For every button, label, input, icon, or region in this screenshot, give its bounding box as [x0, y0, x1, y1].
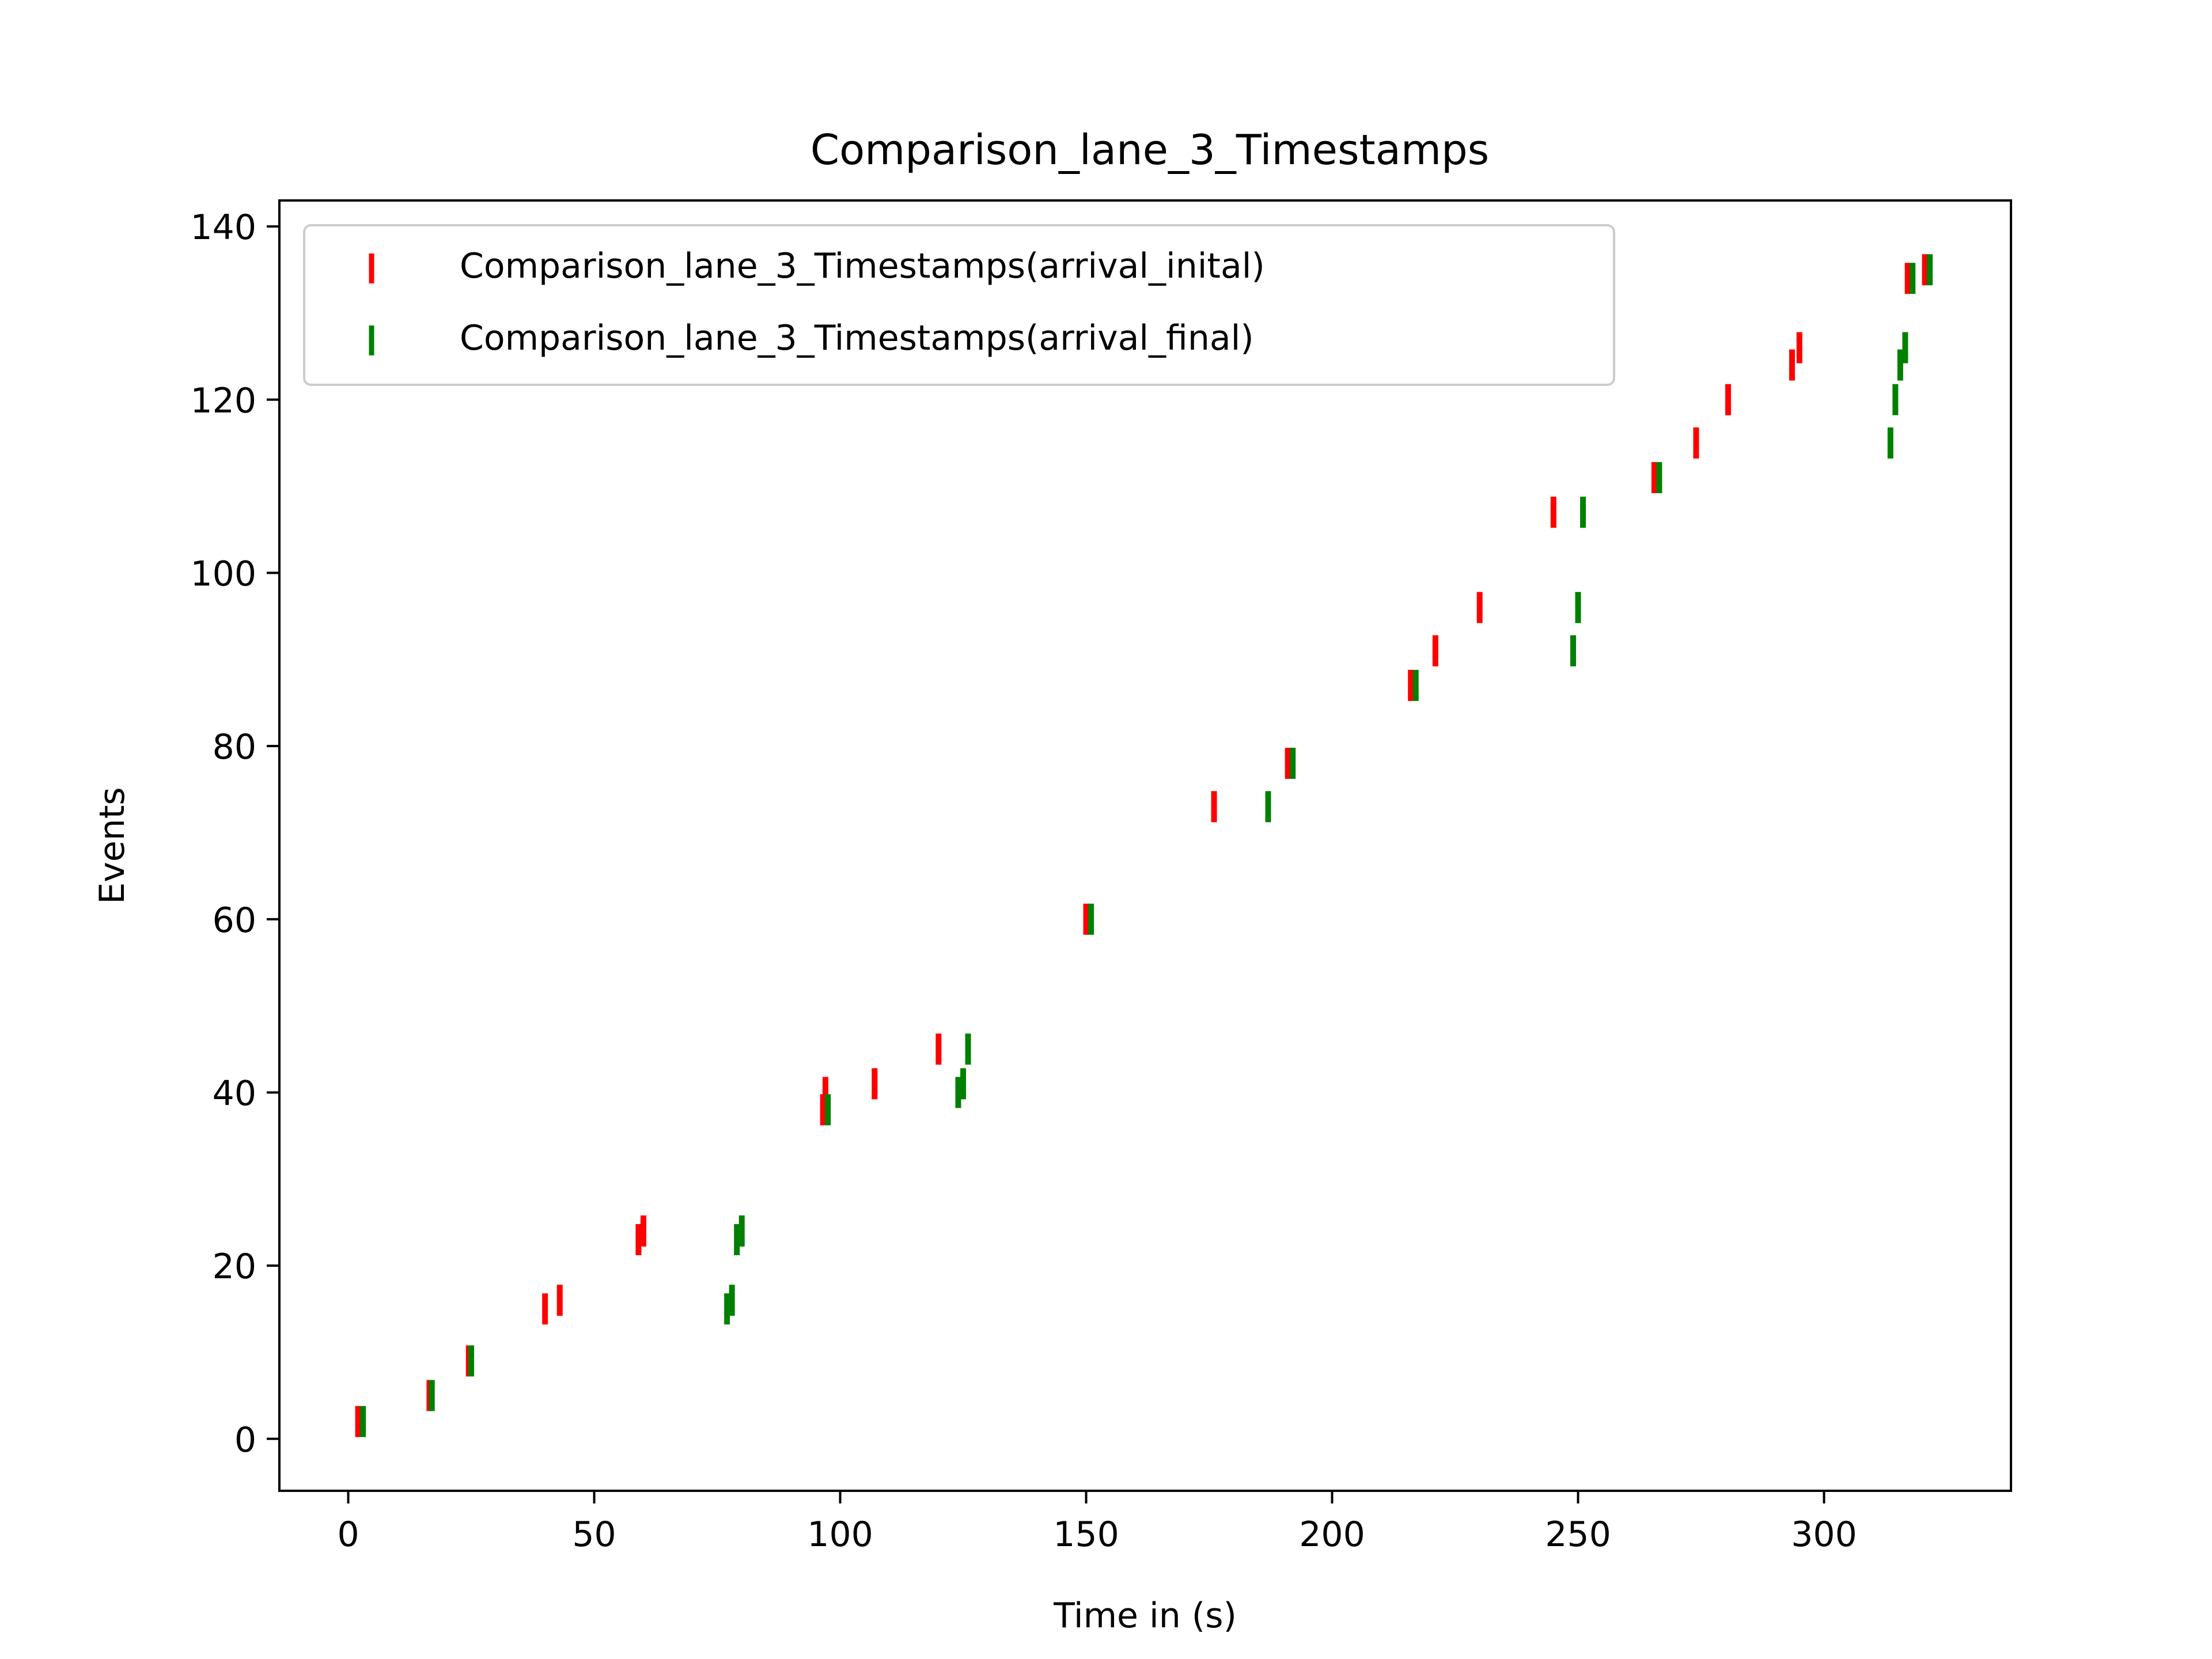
- chart-title: Comparison_lane_3_Timestamps: [810, 126, 1489, 174]
- x-tick-label: 0: [337, 1514, 359, 1555]
- y-tick-label: 100: [190, 554, 256, 594]
- y-tick-label: 60: [213, 900, 256, 941]
- legend: Comparison_lane_3_Timestamps(arrival_ini…: [303, 224, 1615, 386]
- x-axis-label: Time in (s): [1053, 1596, 1237, 1636]
- y-tick-label: 0: [234, 1420, 256, 1460]
- legend-box: [303, 224, 1615, 386]
- x-axis: 0 50 100 150 200 250 300: [337, 1491, 1857, 1555]
- legend-label-arrival-final: Comparison_lane_3_Timestamps(arrival_fin…: [460, 318, 1254, 358]
- x-tick-label: 50: [572, 1514, 616, 1555]
- y-tick-label: 140: [190, 207, 256, 248]
- x-tick-label: 150: [1053, 1514, 1119, 1555]
- x-tick-label: 100: [807, 1514, 873, 1555]
- plot-frame: [278, 199, 2012, 1492]
- y-tick-label: 20: [213, 1247, 256, 1287]
- x-tick-label: 300: [1791, 1514, 1857, 1555]
- y-tick-label: 120: [190, 381, 256, 421]
- y-axis-label: Events: [92, 787, 132, 904]
- x-tick-label: 250: [1545, 1514, 1611, 1555]
- y-tick-label: 40: [213, 1073, 256, 1113]
- x-tick-label: 200: [1299, 1514, 1365, 1555]
- y-axis: 0 20 40 60 80 100 120 140: [190, 207, 279, 1460]
- y-tick-label: 80: [213, 727, 256, 767]
- data-marks: [355, 254, 1933, 1437]
- legend-label-arrival-inital: Comparison_lane_3_Timestamps(arrival_ini…: [460, 246, 1265, 286]
